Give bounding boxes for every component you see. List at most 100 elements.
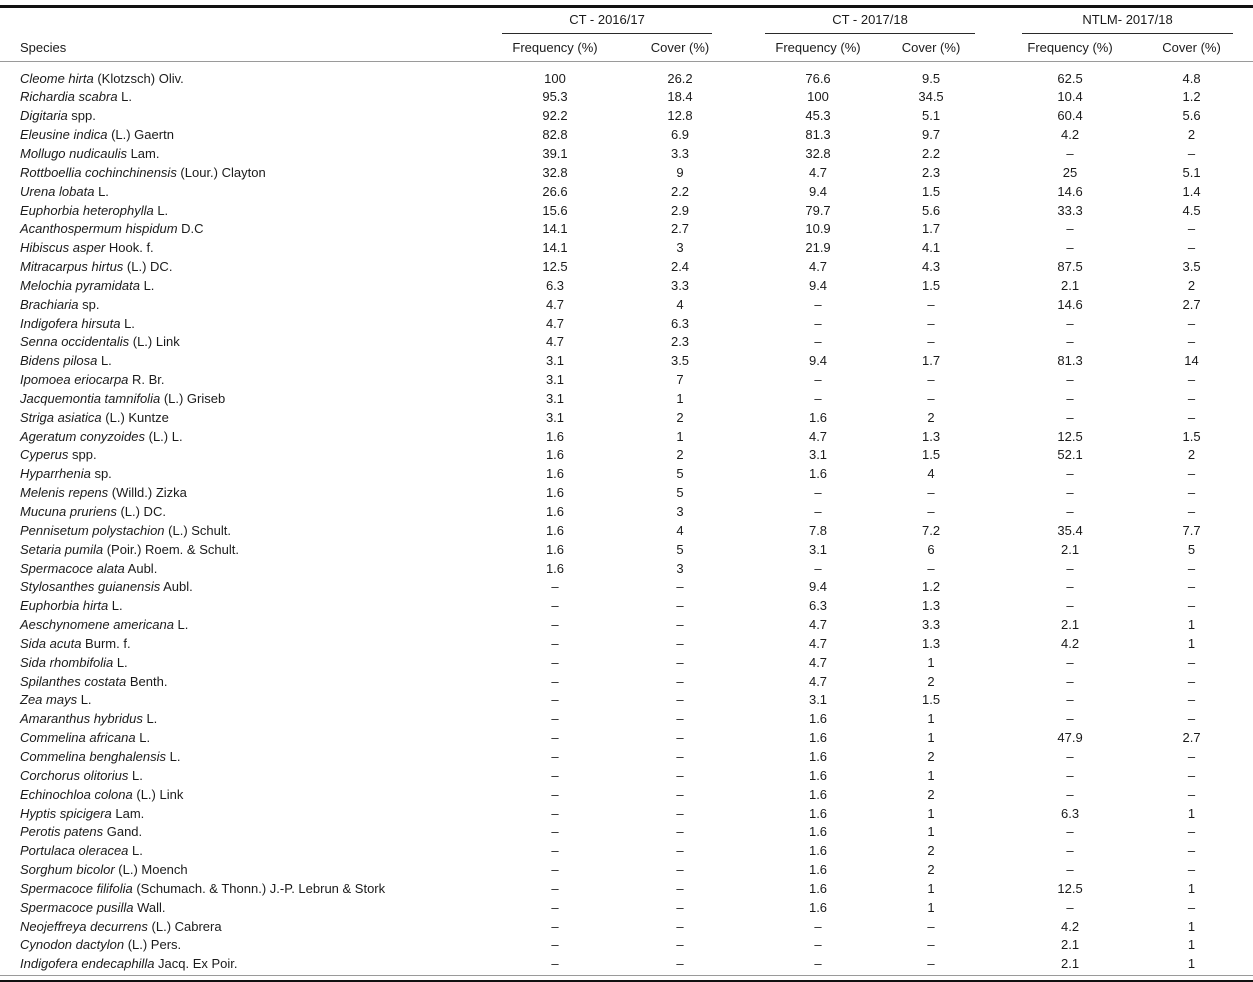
value-cell: 4.2 (1060, 635, 1080, 651)
column-gap (738, 521, 762, 540)
value-cell: 1.6 (808, 862, 828, 878)
species-name-cell: Hyptis spicigera Lam. (20, 805, 145, 821)
species-binomial: Spilanthes costata (20, 673, 127, 689)
column-gap (988, 465, 1010, 484)
value-cell: 9.4 (808, 579, 828, 595)
value-cell: 2.1 (1060, 277, 1080, 293)
value-cell: – (1066, 692, 1074, 708)
value-cell: 4 (676, 296, 684, 312)
column-gap (988, 936, 1010, 955)
value-cell: – (1187, 862, 1196, 878)
value-cell: – (551, 880, 559, 896)
column-gap (988, 879, 1010, 898)
table-row: Mitracarpus hirtus (L.) DC. 12.5 2.4 4.7 4.3… (0, 257, 1253, 276)
value-cell: 1 (1187, 635, 1196, 651)
table-row: Cleome hirta (Klotzsch) Oliv. 100 26.2 76.6… (0, 62, 1253, 88)
value-cell: – (676, 673, 684, 689)
value-cell: – (676, 918, 684, 934)
value-cell: 4.2 (1060, 918, 1080, 934)
value-cell: 14 (1184, 353, 1199, 369)
species-binomial: Digitaria (20, 108, 68, 124)
column-gap (988, 220, 1010, 239)
value-cell: 1.5 (921, 183, 941, 199)
col-header-frequency-ct-2017-18: Frequency (%) (762, 34, 875, 62)
table-bottom-thick-rule (0, 979, 1253, 982)
value-cell: – (814, 372, 822, 388)
table-row: Setaria pumila (Poir.) Roem. & Schult. 1.… (0, 540, 1253, 559)
species-binomial: Striga asiatica (20, 409, 102, 425)
value-cell: 1 (927, 880, 935, 896)
table-row: Jacquemontia tamnifolia (L.) Griseb 3.1 1 –… (0, 389, 1253, 408)
species-binomial: Commelina benghalensis (20, 748, 166, 764)
value-cell: 5.1 (1182, 164, 1201, 180)
value-cell: – (814, 315, 822, 331)
column-gap (988, 559, 1010, 578)
value-cell: – (676, 598, 684, 614)
value-cell: – (927, 485, 935, 501)
value-cell: 2.3 (670, 334, 690, 350)
value-cell: 1.6 (545, 522, 565, 538)
value-cell: – (1187, 673, 1196, 689)
species-name-cell: Amaranthus hybridus L. (20, 711, 158, 727)
table-row: Spilanthes costata Benth. – – 4.7 2 – – (0, 672, 1253, 691)
column-gap (738, 484, 762, 503)
table-row: Echinochloa colona (L.) Link – – 1.6 2 – – (0, 785, 1253, 804)
species-binomial: Spermacoce pusilla (20, 899, 134, 915)
value-cell: 1.6 (545, 428, 565, 444)
value-cell: – (551, 767, 559, 783)
species-binomial: Sorghum bicolor (20, 862, 115, 878)
column-gap (988, 521, 1010, 540)
value-cell: 32.8 (805, 145, 831, 161)
value-cell: 1.6 (808, 805, 828, 821)
value-cell: – (1066, 504, 1074, 519)
value-cell: 1.3 (921, 635, 941, 651)
table-row: Senna occidentalis (L.) Link 4.7 2.3 – – – – (0, 333, 1253, 352)
table-bottom-thin-rule (0, 974, 1253, 976)
species-name-cell: Melochia pyramidata L. (20, 277, 155, 293)
value-cell: – (927, 372, 935, 388)
value-cell: 62.5 (1057, 70, 1083, 86)
value-cell: 26.2 (667, 70, 693, 86)
table-row: Richardia scabra L. 95.3 18.4 100 34.5 10.4 1.… (0, 88, 1253, 107)
value-cell: – (551, 918, 559, 934)
value-cell: – (1187, 240, 1196, 256)
species-name-cell: Richardia scabra L. (20, 89, 133, 105)
value-cell: 3.3 (670, 145, 690, 161)
value-cell: – (814, 918, 822, 934)
column-gap (988, 88, 1010, 107)
column-gap (988, 427, 1010, 446)
value-cell: 2 (676, 447, 684, 463)
value-cell: 9 (676, 164, 684, 180)
value-cell: – (1187, 409, 1196, 425)
value-cell: 2.1 (1060, 541, 1080, 557)
value-cell: 2.1 (1060, 937, 1080, 953)
value-cell: 9.4 (808, 277, 828, 293)
value-cell: 14.6 (1057, 183, 1083, 199)
value-cell: – (1066, 315, 1074, 331)
column-gap (988, 502, 1010, 521)
table-row: Perotis patens Gand. – – 1.6 1 – – (0, 823, 1253, 842)
value-cell: 6.9 (670, 127, 690, 143)
value-cell: – (676, 635, 684, 651)
species-name-cell: Echinochloa colona (L.) Link (20, 786, 184, 802)
value-cell: 5 (1187, 541, 1196, 557)
value-cell: 4.1 (921, 240, 941, 256)
column-gap (738, 163, 762, 182)
column-gap (988, 276, 1010, 295)
value-cell: 39.1 (542, 145, 568, 161)
species-binomial: Melenis repens (20, 485, 109, 501)
table-row: Neojeffreya decurrens (L.) Cabrera – – – – 4.… (0, 917, 1253, 936)
species-name-cell: Eleusine indica (L.) Gaertn (20, 127, 174, 143)
column-gap (738, 860, 762, 879)
column-gap (988, 144, 1010, 163)
species-binomial: Ageratum conyzoides (20, 428, 146, 444)
value-cell: 1.6 (545, 541, 565, 557)
value-cell: – (927, 504, 935, 519)
column-gap (738, 276, 762, 295)
column-gap (738, 465, 762, 484)
value-cell: – (1187, 390, 1196, 406)
species-name-cell: Bidens pilosa L. (20, 353, 112, 369)
table-row: Sida acuta Burm. f. – – 4.7 1.3 4.2 1 (0, 634, 1253, 653)
value-cell: – (1187, 692, 1196, 708)
value-cell: 1 (927, 730, 935, 746)
